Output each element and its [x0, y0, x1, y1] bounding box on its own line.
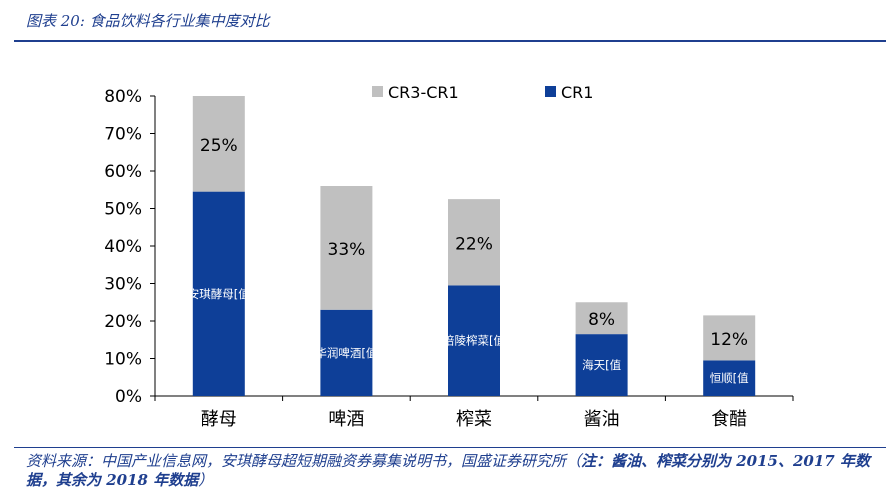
source-close: ）: [198, 471, 214, 489]
legend-swatch: [545, 86, 556, 97]
y-tick-label: 0%: [115, 387, 142, 407]
data-label-cr1: 恒顺[值: [710, 371, 749, 385]
bar-cr3-cr1: [448, 199, 500, 286]
data-label-cr3-cr1: 25%: [200, 136, 238, 156]
y-tick-label: 60%: [104, 162, 142, 182]
x-tick-label: 啤酒: [328, 409, 364, 430]
data-label-cr1: 涪陵榨菜[值: [443, 334, 505, 348]
bar-cr1: [703, 360, 756, 396]
data-label-cr3-cr1: 22%: [455, 234, 493, 254]
bar-cr3-cr1: [192, 96, 245, 192]
bar-cr1: [448, 285, 500, 396]
y-tick-label: 40%: [104, 237, 142, 257]
x-tick-label: 食醋: [711, 409, 747, 430]
figure-title: 图表 20: 食品饮料各行业集中度对比: [26, 12, 270, 30]
data-label-cr1: 安琪酵母[值: [188, 287, 250, 301]
source-divider: [14, 447, 886, 448]
y-tick-label: 20%: [104, 312, 142, 332]
y-tick-label: 30%: [104, 275, 142, 295]
legend-swatch: [372, 86, 383, 97]
x-tick-label: 酵母: [201, 409, 237, 430]
data-label-cr3-cr1: 8%: [588, 310, 615, 330]
source-footnote: 注：酱油、榨菜分别为 2015、2017 年数据，其余为 2018 年数据: [26, 452, 870, 489]
data-label-cr1: 华润啤酒[值: [315, 346, 377, 360]
bar-cr1: [575, 334, 628, 396]
y-tick-label: 10%: [104, 350, 142, 370]
data-label-cr1: 海天[值: [582, 358, 621, 372]
y-tick-label: 50%: [104, 200, 142, 220]
legend-label: CR3-CR1: [388, 83, 459, 102]
data-label-cr3-cr1: 12%: [710, 330, 748, 350]
bar-cr1: [320, 309, 373, 396]
bar-cr3-cr1: [703, 315, 756, 361]
title-divider: [14, 40, 886, 42]
legend-label: CR1: [561, 83, 593, 102]
bar-cr3-cr1: [320, 186, 373, 310]
data-label-cr3-cr1: 33%: [328, 240, 366, 260]
source-note: 资料来源：中国产业信息网，安琪酵母超短期融资券募集说明书，国盛证券研究所（注：酱…: [26, 452, 881, 490]
bar-cr3-cr1: [575, 302, 628, 335]
x-tick-label: 酱油: [584, 409, 620, 430]
x-tick-label: 榨菜: [456, 409, 492, 430]
bar-cr1: [192, 191, 245, 396]
source-text: 资料来源：中国产业信息网，安琪酵母超短期融资券募集说明书，国盛证券研究所（: [26, 452, 582, 470]
y-tick-label: 80%: [104, 87, 142, 107]
y-tick-label: 70%: [104, 125, 142, 145]
